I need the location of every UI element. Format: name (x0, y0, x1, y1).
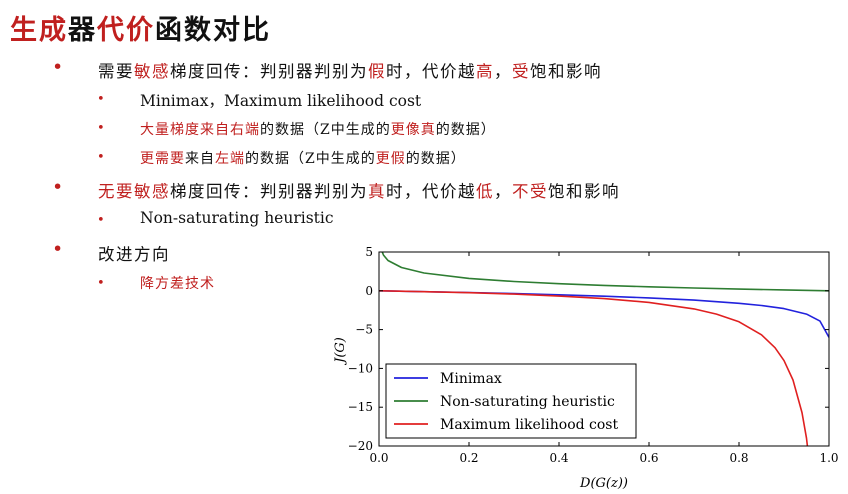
text-run: 的数据（Z中生成的 (260, 122, 391, 138)
text-run: 时，代价越 (386, 182, 476, 201)
x-tick-label: 0.0 (369, 451, 388, 465)
y-tick-label: −5 (355, 323, 373, 337)
text-run: 假 (368, 62, 386, 81)
series-line-non-saturating-heuristic (381, 252, 829, 292)
y-tick-label: 0 (365, 284, 373, 298)
title-part: 函数对比 (155, 15, 271, 46)
text-run: ， (494, 182, 512, 201)
text-run: 更假 (375, 151, 406, 167)
title-part: 生成 (10, 15, 68, 46)
sub-bullet-marker: • (97, 121, 105, 136)
sub-bullet-3-text: 更需要来自左端的数据（Z中生成的更假的数据） (140, 148, 466, 168)
text-run: 敏感 (134, 62, 170, 81)
sub-bullet-5-text: 降方差技术 (140, 276, 215, 292)
text-run: 更需要 (140, 151, 185, 167)
text-run: 来自 (185, 151, 215, 167)
y-tick-label: −15 (348, 400, 373, 414)
text-run: 饱和影响 (548, 182, 620, 201)
text-run: ， (494, 62, 512, 81)
sub-bullet-marker: • (97, 150, 105, 165)
series-line-minimax (379, 290, 829, 338)
x-tick-label: 0.6 (639, 451, 658, 465)
text-run: 的数据） (435, 122, 496, 138)
series-line-maximum-likelihood-cost (379, 290, 809, 446)
legend: Minimax Non-saturating heuristic Maximum l… (385, 363, 637, 439)
text-run: 受 (512, 62, 530, 81)
x-tick-label: 0.8 (729, 451, 748, 465)
sub-bullet-4-text: Non-saturating heuristic (140, 209, 334, 227)
bullet-3-text: 改进方向 (98, 245, 170, 264)
legend-label: Maximum likelihood cost (440, 417, 618, 433)
legend-label: Non-saturating heuristic (440, 394, 615, 410)
text-run: 不受 (512, 182, 548, 201)
sub-bullet-marker: • (97, 92, 105, 107)
text-run: 梯度回传：判别器判别为 (170, 182, 368, 201)
text-run: 的数据（Z中生成的 (245, 151, 376, 167)
plot-frame (378, 251, 830, 447)
y-tick-label: 5 (365, 245, 373, 259)
bullet-marker: • (52, 56, 64, 78)
x-axis-label: D(G(z)) (579, 476, 628, 491)
text-run: 敏感 (134, 182, 170, 201)
bullet-1-text: 需要敏感梯度回传：判别器判别为假时，代价越高，受饱和影响 (98, 58, 602, 82)
bullet-marker: • (52, 176, 64, 198)
slide-title: 生成器代价函数对比 (10, 8, 271, 47)
x-tick-label: 0.2 (459, 451, 478, 465)
text-run: 真 (368, 182, 386, 201)
text-run: 的数据） (405, 151, 466, 167)
text-run: 更像真 (390, 122, 436, 138)
x-tick-label: 1.0 (819, 451, 838, 465)
sub-bullet-2-text: 大量梯度来自右端的数据（Z中生成的更像真的数据） (140, 119, 496, 139)
text-run: 大量 (140, 122, 170, 138)
title-part: 器 (68, 15, 97, 46)
text-run: 饱和影响 (530, 62, 602, 81)
text-run: 需要 (98, 62, 134, 81)
legend-label: Minimax (440, 371, 502, 387)
bullet-2-text: 无要敏感梯度回传：判别器判别为真时，代价越低，不受饱和影响 (98, 178, 620, 202)
sub-bullet-1-text: Minimax，Maximum likelihood cost (140, 92, 422, 110)
text-run: 右端 (230, 122, 260, 138)
y-tick-label: −20 (348, 439, 373, 453)
text-run: 左端 (215, 151, 245, 167)
title-part: 代价 (97, 15, 155, 46)
y-tick-label: −10 (348, 361, 373, 375)
text-run: 低 (476, 182, 494, 201)
sub-bullet-marker: • (97, 213, 105, 228)
y-axis-label: J(G) (333, 337, 348, 366)
text-run: 时，代价越 (386, 62, 476, 81)
text-run: 高 (476, 62, 494, 81)
bullet-marker: • (52, 238, 64, 260)
sub-bullet-marker: • (97, 276, 105, 291)
x-tick-label: 0.4 (549, 451, 568, 465)
text-run: 无要 (98, 182, 134, 201)
text-run: 梯度回传：判别器判别为 (170, 62, 368, 81)
text-run: 梯度来自 (170, 122, 230, 138)
